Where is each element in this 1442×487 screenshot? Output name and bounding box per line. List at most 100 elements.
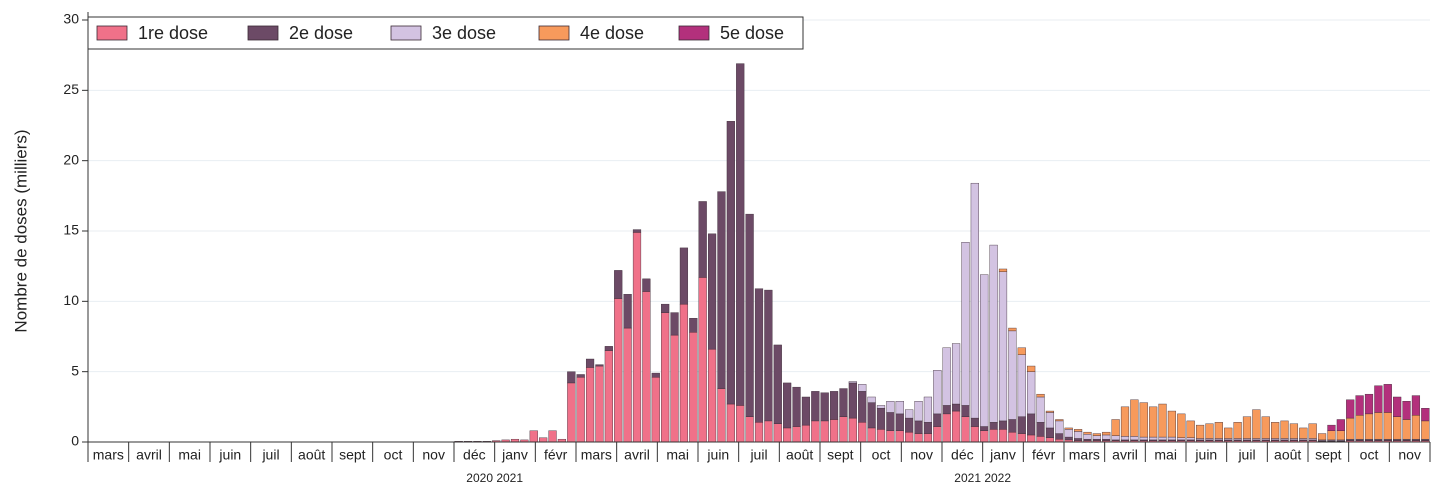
bar-segment [1008, 327, 1017, 332]
bar-segment [614, 270, 623, 299]
bar-segment [670, 312, 679, 336]
bar-segment [1008, 431, 1017, 443]
bar-segment [1027, 365, 1036, 372]
bar-segment [989, 429, 998, 443]
bar-segment [886, 430, 895, 443]
legend-label: 3e dose [432, 23, 496, 43]
bar-segment [895, 401, 904, 415]
bar-segment [1421, 420, 1430, 440]
x-tick-label: sept [339, 447, 366, 463]
x-tick-label: juin [706, 447, 729, 463]
bar-segment [651, 377, 660, 443]
bar-segment [989, 422, 998, 430]
bar-segment [914, 401, 923, 422]
bar-segment [867, 402, 876, 429]
bar-segment [829, 419, 839, 443]
bar-segment [1102, 438, 1111, 441]
bar-segment [1421, 408, 1430, 422]
bar-segment [585, 367, 595, 443]
bar-segment [783, 382, 792, 429]
x-tick-label: juil [1237, 447, 1255, 463]
bar-segment [1214, 422, 1223, 439]
bar-segment [1158, 436, 1167, 441]
y-axis-label: Nombre de doses (milliers) [11, 129, 30, 332]
x-tick-label: déc [463, 447, 486, 463]
bar-segment [1045, 437, 1055, 443]
bar-segment [1271, 438, 1280, 441]
bar-segment [764, 420, 773, 443]
bar-segment [1327, 424, 1336, 431]
bar-segment [717, 388, 726, 443]
bar-segment [970, 426, 979, 443]
y-tick-label: 0 [71, 433, 79, 449]
bar-segment [736, 63, 745, 406]
bar-segment [1130, 436, 1139, 441]
bar-segment [848, 382, 857, 419]
bar-segment [951, 343, 961, 405]
bar-segment [1393, 396, 1402, 417]
bar-segment [876, 408, 886, 430]
bar-segment [576, 374, 585, 378]
bar-segment [792, 386, 801, 427]
bar-segment [1045, 427, 1055, 438]
x-tick-label: déc [951, 447, 974, 463]
bar-segment [1092, 438, 1101, 441]
x-tick-label: juil [749, 447, 767, 463]
bar-segment [942, 405, 951, 415]
bar-segment [1261, 438, 1270, 441]
bar-segment [707, 233, 717, 350]
bar-segment [651, 372, 660, 378]
bar-segment [1346, 399, 1355, 419]
bar-segment [858, 422, 867, 443]
bar-segment [698, 201, 707, 278]
bar-segment [998, 420, 1008, 430]
bar-segment [876, 429, 886, 443]
bar-segment [585, 358, 595, 368]
bar-segment [951, 410, 961, 443]
bar-segment [1102, 434, 1111, 440]
bar-segment [1158, 403, 1167, 438]
x-tick-label: sept [827, 447, 854, 463]
x-tick-label: mai [666, 447, 689, 463]
x-tick-label: sept [1315, 447, 1342, 463]
x-tick-label: avril [136, 447, 162, 463]
bar-segment [895, 413, 904, 431]
bar-segment [961, 242, 970, 406]
bar-segment [1139, 402, 1148, 438]
x-tick-label: févr [544, 447, 568, 463]
bar-segment [1120, 436, 1130, 441]
legend-label: 5e dose [720, 23, 784, 43]
bar-segment [745, 213, 754, 417]
bar-segment [642, 278, 651, 292]
bar-segment [1120, 406, 1130, 437]
x-tick-label: oct [872, 447, 891, 463]
x-tick-label: oct [384, 447, 403, 463]
bar-segment [829, 391, 839, 420]
bar-segment [1045, 410, 1055, 413]
bar-segment [1027, 434, 1036, 443]
bar-segment [951, 403, 961, 412]
bar-segment [1083, 431, 1092, 435]
x-tick-label: juin [1194, 447, 1217, 463]
legend-swatch [538, 25, 570, 41]
bar-segment [1252, 409, 1261, 439]
bar-segment [689, 318, 698, 333]
bar-segment [754, 422, 764, 443]
bar-segment [1402, 401, 1411, 420]
bar-segment [661, 303, 670, 313]
bar-segment [1083, 434, 1092, 440]
bar-segment [1242, 438, 1252, 441]
x-tick-label: juin [218, 447, 241, 463]
bar-segment [632, 229, 642, 233]
y-tick-label: 25 [63, 81, 79, 97]
bar-segment [914, 433, 923, 443]
bar-segment [1008, 419, 1017, 433]
y-tick-label: 5 [71, 362, 79, 378]
bar-segment [1036, 422, 1045, 437]
bar-segment [1233, 438, 1242, 441]
bar-segment [661, 312, 670, 443]
bar-segment [736, 405, 745, 443]
bar-segment [1055, 420, 1064, 434]
bar-segment [632, 232, 642, 443]
